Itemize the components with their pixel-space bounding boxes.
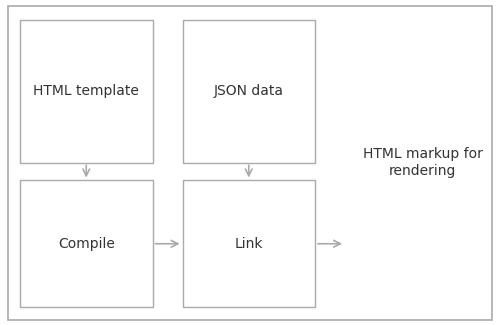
Bar bbox=[182, 20, 315, 162]
Bar bbox=[182, 180, 315, 307]
Text: Compile: Compile bbox=[58, 237, 114, 251]
Bar bbox=[20, 180, 152, 307]
Text: HTML template: HTML template bbox=[34, 84, 139, 98]
Text: JSON data: JSON data bbox=[214, 84, 284, 98]
Text: Link: Link bbox=[234, 237, 263, 251]
Bar bbox=[20, 20, 152, 162]
Text: HTML markup for
rendering: HTML markup for rendering bbox=[362, 148, 482, 177]
